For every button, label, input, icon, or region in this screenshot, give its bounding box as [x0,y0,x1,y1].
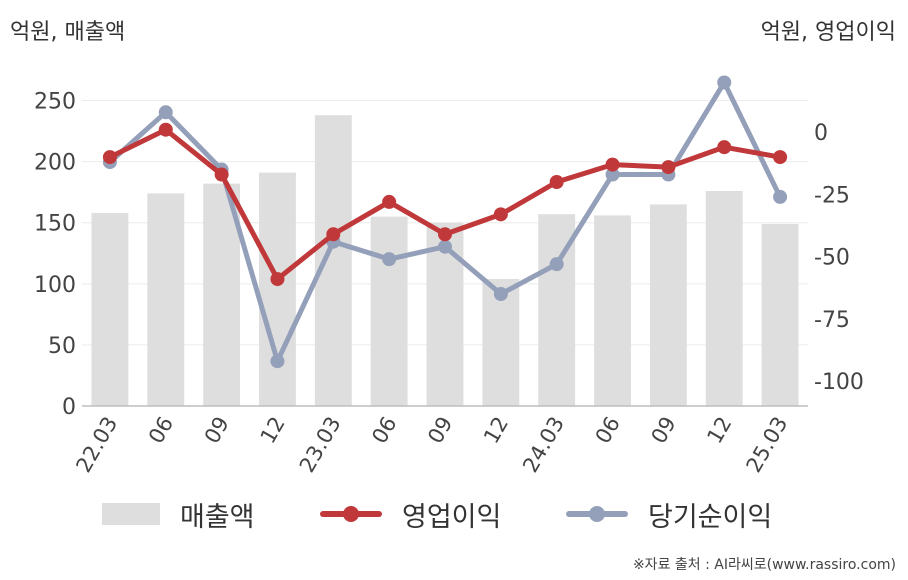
revenue-bar [370,216,408,406]
legend-swatch-net [566,503,628,525]
x-tick-label: 12 [479,413,513,448]
left-tick-label: 0 [62,395,76,420]
legend-swatch-operating [320,503,382,525]
left-tick-label: 150 [34,212,76,237]
source-note: ※자료 출처 : AI라씨로(www.rassiro.com) [632,557,896,573]
x-tick-label: 12 [256,413,290,448]
x-tick-label: 09 [423,413,457,448]
operating-profit-point [773,150,788,165]
revenue-bar [649,204,687,406]
right-axis-unit: 억원, 영업이익 [760,20,896,45]
legend-swatch-revenue [102,503,160,525]
right-tick-label: -25 [814,183,850,208]
x-tick-label: 23.03 [295,413,346,477]
net-income-point [773,189,788,204]
legend-item-net: 당기순이익 [566,492,772,536]
left-axis-unit: 억원, 매출액 [10,20,126,45]
legend: 매출액 영업이익 당기순이익 [0,492,908,536]
x-tick-label: 22.03 [71,413,122,477]
right-tick-label: -50 [814,246,850,271]
legend-item-revenue: 매출액 [102,492,255,536]
operating-profit-point [326,227,341,242]
operating-profit-point [605,157,620,172]
profit-lines [102,75,788,369]
right-tick-label: -75 [814,308,850,333]
revenue-bar [594,215,631,406]
net-income-point [438,239,452,254]
revenue-bar [705,190,743,406]
revenue-bars [91,115,799,406]
operating-profit-point [493,207,508,222]
left-tick-label: 50 [48,334,76,359]
x-tick-label: 25.03 [742,413,793,477]
left-tick-label: 100 [34,273,76,298]
operating-profit-point [158,122,173,137]
legend-label-revenue: 매출액 [180,501,255,533]
legend-label-operating: 영업이익 [402,501,502,533]
x-tick-label: 06 [591,413,625,448]
x-tick-label: 09 [647,413,681,448]
x-tick-label: 09 [200,413,234,448]
right-tick-label: 0 [814,121,828,146]
revenue-bar [259,172,296,406]
revenue-bar [91,212,129,406]
net-income-point [158,105,173,120]
net-income-point [605,167,620,182]
left-tick-label: 200 [34,151,76,176]
operating-profit-point [214,167,229,182]
revenue-bar [314,115,352,406]
net-income-point [493,287,508,301]
revenue-bar [203,183,241,406]
net-income-point [549,257,564,272]
revenue-bar [147,193,185,406]
x-tick-label: 06 [367,413,401,448]
legend-label-net: 당기순이익 [648,501,773,533]
operating-profit-point [661,160,676,175]
x-tick-label: 06 [144,413,178,448]
net-income-point [382,252,397,267]
revenue-bar [761,223,799,406]
x-tick-label: 12 [702,413,736,448]
net-income-point [270,354,285,369]
operating-profit-point [717,140,732,155]
operating-profit-point [270,272,285,287]
operating-profit-point [102,150,117,165]
operating-profit-point [438,227,452,242]
net-income-point [717,75,732,90]
right-tick-label: -100 [814,370,864,395]
operating-profit-point [382,194,397,209]
x-tick-label: 24.03 [518,413,569,477]
operating-profit-point [549,175,564,189]
left-tick-label: 250 [34,90,76,115]
legend-item-operating: 영업이익 [320,492,501,536]
